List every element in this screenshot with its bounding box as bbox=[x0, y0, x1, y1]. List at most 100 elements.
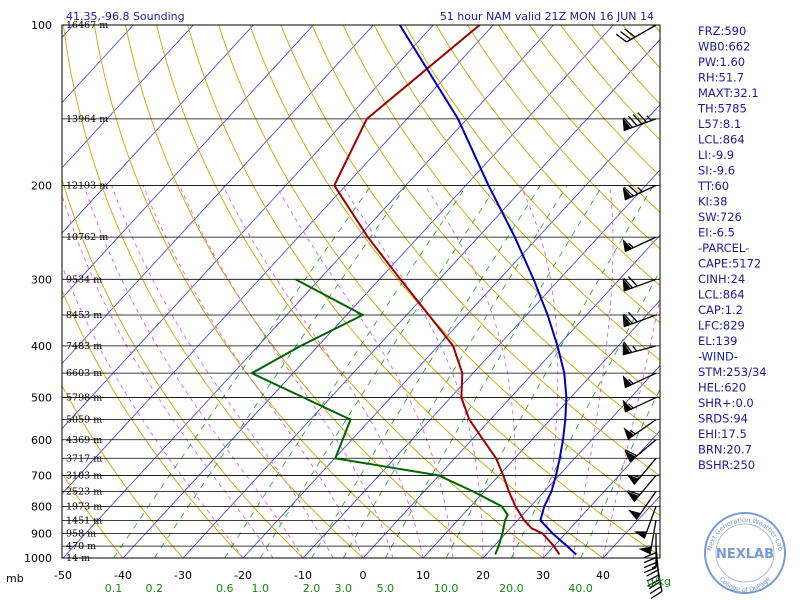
index-entry: RH:51.7 bbox=[698, 71, 744, 85]
temperature-tick-label: -20 bbox=[234, 569, 252, 582]
height-label: 7483 m bbox=[66, 341, 102, 352]
pressure-tick-label: 600 bbox=[31, 434, 52, 447]
mixing-ratio-line bbox=[153, 185, 407, 558]
temperature-tick-label: 20 bbox=[476, 569, 490, 582]
moist-adiabat-line bbox=[342, 185, 484, 558]
mixing-ratio-line bbox=[113, 185, 372, 558]
mixing-ratio-line bbox=[510, 270, 660, 558]
moist-adiabat-line bbox=[424, 185, 517, 558]
moist-adiabat-line bbox=[275, 185, 454, 558]
wind-barb bbox=[622, 112, 657, 132]
wind-barb bbox=[615, 24, 657, 43]
height-label: 14 m bbox=[66, 553, 90, 564]
height-label: 13964 m bbox=[66, 114, 108, 125]
isotherm-line bbox=[62, 25, 254, 234]
index-entry: LCL:864 bbox=[698, 288, 745, 302]
pressure-tick-label: 500 bbox=[31, 392, 52, 405]
wind-barb bbox=[626, 475, 657, 503]
mixing-ratio-tick-label: 0.1 bbox=[105, 582, 123, 595]
pressure-tick-label: 800 bbox=[31, 500, 52, 513]
pressure-tick-label: 300 bbox=[31, 273, 52, 286]
isotherm-line bbox=[0, 25, 13, 558]
height-label: 3103 m bbox=[66, 470, 102, 481]
wind-barb bbox=[622, 236, 657, 253]
index-entry: LFC:829 bbox=[698, 319, 745, 333]
temperature-tick-label: 10 bbox=[416, 569, 430, 582]
height-label: 3717 m bbox=[66, 453, 102, 464]
wind-barb bbox=[626, 457, 657, 485]
index-entry: EL:139 bbox=[698, 334, 738, 348]
mixing-ratio-axis: 0.1 0.2 0.6 1.0 2.0 3.0 5.0 10.0 20.0 40.0 bbox=[105, 582, 593, 595]
dry-adiabat-line bbox=[498, 25, 660, 213]
index-entry: TT:60 bbox=[697, 179, 729, 193]
parcel-line bbox=[398, 25, 577, 556]
index-entry: SHR+:0.0 bbox=[698, 396, 754, 410]
moist-adiabat-line bbox=[222, 185, 424, 558]
temperature-tick-label: 0 bbox=[360, 569, 367, 582]
isotherm-line bbox=[62, 25, 194, 169]
index-entry: BRN:20.7 bbox=[698, 443, 752, 457]
temperature-line bbox=[333, 25, 561, 556]
pressure-tick-label: 100 bbox=[31, 19, 52, 32]
isotherm-line bbox=[242, 104, 660, 558]
index-entry: SW:726 bbox=[698, 210, 742, 224]
index-entry: WB0:662 bbox=[698, 40, 750, 54]
mixing-ratio-tick-label: 0.6 bbox=[216, 582, 234, 595]
isotherm-line bbox=[62, 25, 554, 558]
pressure-tick-label: 1000 bbox=[24, 552, 52, 565]
isobar-lines bbox=[62, 25, 660, 558]
dry-adiabat-line bbox=[747, 25, 800, 558]
wind-barb bbox=[622, 276, 657, 292]
height-label: 5059 m bbox=[66, 415, 102, 426]
temperature-tick-label: -10 bbox=[294, 569, 312, 582]
height-label: 1451 m bbox=[66, 515, 102, 526]
dry-adiabat-line bbox=[187, 25, 604, 558]
height-label: 16467 m bbox=[66, 20, 108, 31]
isotherm-line bbox=[482, 365, 660, 558]
mixing-ratio-tick-label: 3.0 bbox=[335, 582, 353, 595]
temperature-tick-label: 30 bbox=[536, 569, 550, 582]
index-entry: PW:1.60 bbox=[698, 55, 745, 69]
height-label: 470 m bbox=[66, 541, 96, 552]
sounding-profiles bbox=[249, 25, 577, 556]
index-entry: L57:8.1 bbox=[698, 117, 741, 131]
height-label: 4369 m bbox=[66, 435, 102, 446]
index-entry: BSHR:250 bbox=[698, 458, 755, 472]
wind-barb bbox=[648, 557, 663, 600]
wind-barb bbox=[622, 396, 657, 413]
temperature-tick-label: -50 bbox=[54, 569, 72, 582]
pressure-unit-label: mb bbox=[6, 572, 24, 585]
index-entry: -PARCEL- bbox=[698, 241, 749, 255]
wind-barbs bbox=[615, 24, 663, 600]
sounding-location-title: 41.35,-96.8 Sounding bbox=[66, 10, 185, 23]
dry-adiabat-line bbox=[778, 25, 800, 558]
height-label: 2523 m bbox=[66, 486, 102, 497]
index-entry: STM:253/34 bbox=[698, 365, 767, 379]
logo-name: NEXLAB bbox=[716, 547, 774, 562]
plot-frame bbox=[61, 24, 661, 559]
height-label: 5798 m bbox=[66, 393, 102, 404]
dry-adiabat-line bbox=[93, 25, 424, 558]
isotherm-lines bbox=[0, 25, 660, 558]
mixing-ratio-lines bbox=[113, 185, 660, 558]
mixing-ratio-unit-label: g/kg bbox=[647, 575, 671, 588]
index-entry: EI:-6.5 bbox=[698, 226, 735, 240]
height-label: 6603 m bbox=[66, 368, 102, 379]
isotherm-line bbox=[422, 299, 660, 558]
index-entry: CINH:24 bbox=[698, 272, 745, 286]
mixing-ratio-tick-label: 5.0 bbox=[377, 582, 395, 595]
isotherm-line bbox=[542, 430, 660, 558]
moist-adiabat-lines bbox=[62, 185, 660, 558]
mixing-ratio-tick-label: 0.2 bbox=[146, 582, 164, 595]
wind-barb bbox=[622, 372, 657, 389]
isotherm-line bbox=[62, 25, 434, 430]
index-entry: SRDS:94 bbox=[698, 412, 748, 426]
model-valid-title: 51 hour NAM valid 21Z MON 16 JUN 14 bbox=[440, 10, 654, 23]
pressure-axis: 100 200 300 400 500 600 700 800 900 1000 bbox=[24, 19, 52, 565]
index-entry: EHI:17.5 bbox=[698, 427, 747, 441]
pressure-tick-label: 200 bbox=[31, 179, 52, 192]
nexlab-logo: Next Generation Weather Lab College of D… bbox=[704, 512, 786, 594]
moist-adiabat-line bbox=[572, 185, 614, 558]
mixing-ratio-tick-label: 1.0 bbox=[251, 582, 269, 595]
